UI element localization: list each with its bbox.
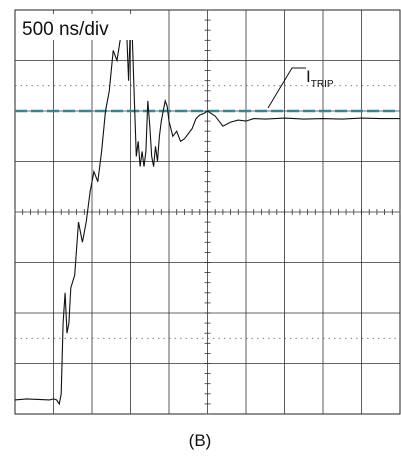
itrip-label: ITRIP [306,67,334,90]
waveform-trace [14,19,400,406]
itrip-subscript: TRIP [311,79,334,90]
itrip-main: I [306,67,311,86]
graticule [14,9,401,415]
itrip-leader-line [267,67,306,109]
timebase-label: 500 ns/div [22,19,109,40]
timebase-label-bg [16,14,150,40]
figure-caption: (B) [189,431,212,450]
